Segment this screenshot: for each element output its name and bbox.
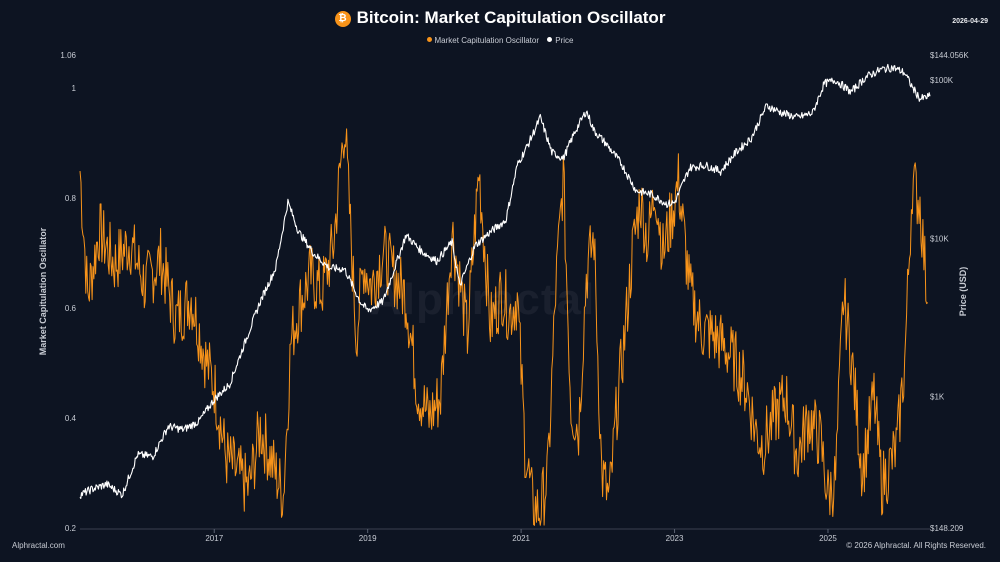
- price-line: [79, 63, 931, 499]
- chart-title-text: Bitcoin: Market Capitulation Oscillator: [356, 8, 666, 27]
- y2-tick-label: $10K: [930, 234, 949, 243]
- y2-tick-label: $1K: [930, 393, 945, 402]
- oscillator-legend-swatch: [426, 37, 432, 42]
- oscillator-line: [79, 128, 929, 526]
- legend-item-oscillator[interactable]: Market Capitulation Oscillator: [426, 36, 539, 45]
- x-tick-label: 2017: [205, 534, 223, 543]
- legend-item-price[interactable]: Price: [547, 36, 573, 45]
- y-tick-label: 0.6: [65, 304, 77, 313]
- legend: Market Capitulation Oscillator Price: [0, 36, 1000, 45]
- x-tick-label: 2021: [512, 534, 530, 543]
- y-tick-label: 0.2: [65, 524, 77, 533]
- y-tick-label: 1.06: [60, 51, 76, 60]
- legend-label-price: Price: [555, 36, 574, 45]
- plot-layer: 0.2 0.4 0.6 0.8 1 1.06 $148.209 $1K $10K $100K $14…: [38, 51, 969, 543]
- y-tick-label: 1: [72, 84, 77, 93]
- chart-date: 2026-04-29: [952, 18, 988, 25]
- y2-tick-label: $148.209: [930, 524, 964, 533]
- y2-tick-label: $100K: [930, 76, 954, 85]
- y-axis-title: Market Capitulation Oscillator: [38, 227, 48, 355]
- legend-label-oscillator: Market Capitulation Oscillator: [434, 36, 539, 45]
- x-tick-label: 2025: [819, 534, 837, 543]
- y2-axis-title: Price (USD): [958, 267, 968, 317]
- x-tick-label: 2019: [359, 534, 377, 543]
- chart-title: ₿ Bitcoin: Market Capitulation Oscillator: [0, 8, 1000, 28]
- y-tick-label: 0.8: [65, 194, 77, 203]
- price-legend-swatch: [547, 37, 553, 42]
- bitcoin-icon: ₿: [334, 11, 351, 27]
- y-tick-label: 0.4: [65, 414, 77, 423]
- footer-source[interactable]: Alphractal.com: [12, 541, 65, 550]
- footer-copyright: © 2026 Alphractal. All Rights Reserved.: [846, 541, 986, 550]
- y2-tick-label: $144.056K: [930, 51, 969, 60]
- watermark: Alphractal: [370, 275, 596, 324]
- x-tick-label: 2023: [666, 534, 684, 543]
